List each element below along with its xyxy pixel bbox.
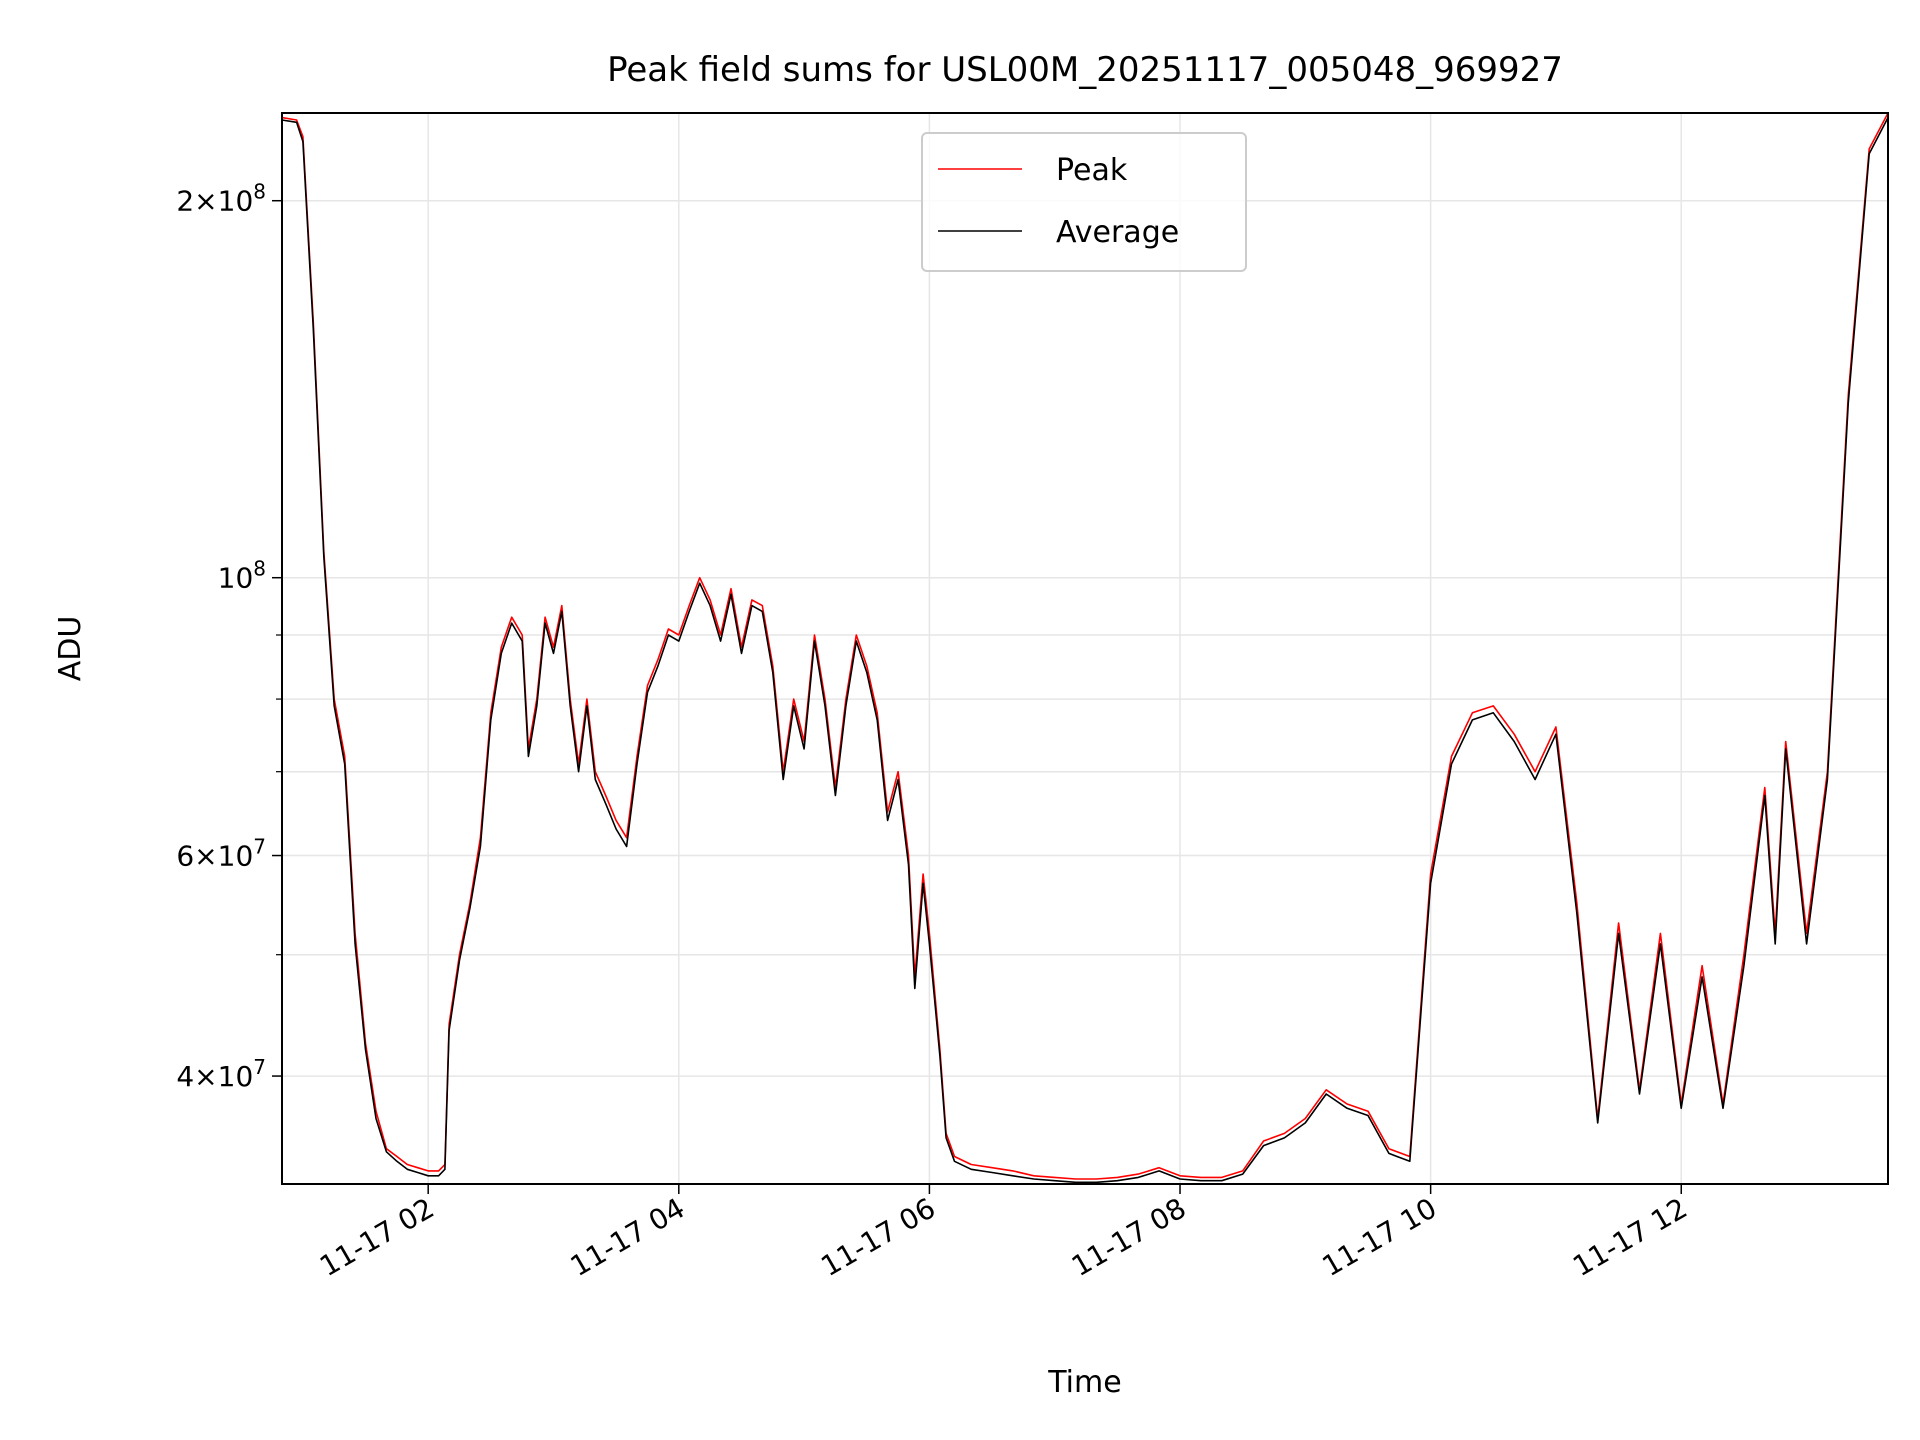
y-tick-label: 2×108 bbox=[176, 180, 266, 218]
series-line-average bbox=[281, 117, 1889, 1184]
series-line-peak bbox=[281, 112, 1889, 1180]
y-tick-label: 4×107 bbox=[176, 1055, 266, 1093]
legend-average-label: Average bbox=[1056, 215, 1179, 250]
series-layer bbox=[281, 112, 1889, 1184]
y-tick-label: 108 bbox=[218, 557, 266, 595]
x-axis-label: Time bbox=[1047, 1365, 1121, 1400]
legend: Peak Average bbox=[921, 132, 1247, 272]
y-tick-label: 6×107 bbox=[176, 835, 266, 873]
y-axis-label: ADU bbox=[53, 616, 88, 682]
legend-peak-label: Peak bbox=[1056, 153, 1128, 188]
plot-frame bbox=[281, 112, 1889, 1185]
legend-box bbox=[921, 132, 1247, 272]
chart-title: Peak field sums for USL00M_20251117_0050… bbox=[607, 50, 1563, 90]
